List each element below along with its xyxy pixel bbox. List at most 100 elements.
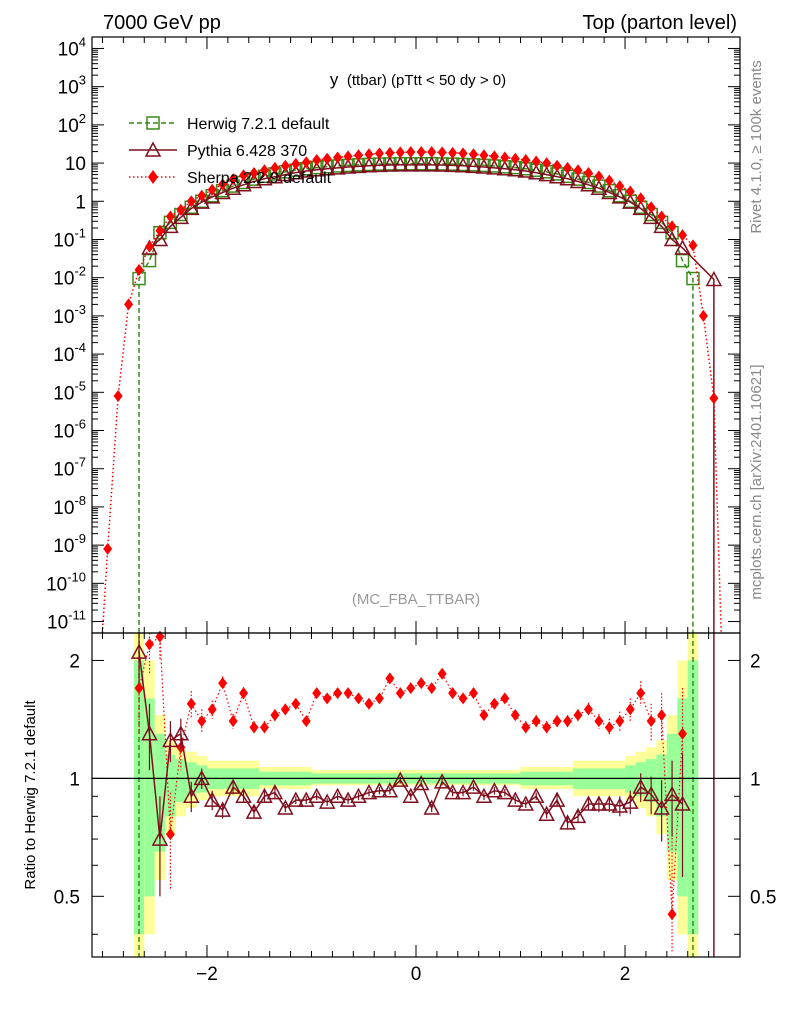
pythia-ratio-marker bbox=[298, 791, 315, 807]
main-ytick-label: 1 bbox=[75, 192, 86, 213]
ratio-band-inner bbox=[144, 698, 155, 897]
sherpa-line bbox=[101, 151, 722, 634]
sherpa-marker bbox=[103, 542, 113, 555]
sherpa-marker bbox=[343, 150, 353, 163]
main-ytick-label: 10-2 bbox=[53, 264, 86, 290]
sherpa-marker bbox=[333, 151, 343, 164]
sherpa-marker bbox=[207, 183, 217, 196]
main-ytick-label: 10 bbox=[65, 154, 86, 175]
pythia-ratio-marker bbox=[674, 795, 691, 811]
main-ytick-base: 10 bbox=[65, 154, 86, 175]
sherpa-marker bbox=[364, 148, 374, 161]
pythia-marker bbox=[371, 156, 388, 173]
sherpa-marker bbox=[542, 157, 552, 170]
pythia-ratio-marker bbox=[308, 787, 325, 804]
pythia-ratio-marker bbox=[151, 830, 169, 846]
main-series-group bbox=[101, 145, 723, 634]
sherpa-marker bbox=[113, 390, 123, 403]
pythia-marker bbox=[423, 156, 440, 172]
sherpa-marker bbox=[354, 149, 364, 162]
main-ytick-exponent: -2 bbox=[74, 264, 86, 279]
main-ytick-exponent: -6 bbox=[74, 417, 86, 432]
sherpa-ratio-marker bbox=[406, 682, 416, 695]
sherpa-marker bbox=[239, 169, 249, 182]
sherpa-marker bbox=[176, 203, 186, 216]
main-title: y (ttbar) (pTtt < 50 dy > 0) bbox=[330, 70, 506, 89]
main-ytick-base: 10 bbox=[53, 307, 74, 328]
pythia-marker bbox=[402, 156, 420, 172]
main-ytick-base: 10 bbox=[53, 460, 74, 481]
pythia-ratio-marker bbox=[130, 643, 148, 659]
sherpa-ratio-marker bbox=[678, 727, 688, 740]
main-ytick-label: 10-11 bbox=[47, 608, 86, 634]
pythia-ratio-marker bbox=[172, 725, 190, 741]
ratio-band-inner bbox=[175, 759, 187, 803]
sherpa-ratio-marker bbox=[270, 709, 280, 722]
sherpa-marker bbox=[604, 174, 614, 187]
sherpa-marker bbox=[552, 159, 562, 172]
sherpa-marker bbox=[521, 154, 531, 167]
main-ytick-label: 10-9 bbox=[53, 531, 86, 557]
legend-pythia-label: Pythia 6.428 370 bbox=[187, 143, 307, 160]
sherpa-marker bbox=[270, 161, 280, 174]
pythia-marker bbox=[392, 156, 409, 172]
pythia-ratio-marker bbox=[444, 783, 461, 800]
main-ytick-label: 102 bbox=[58, 111, 86, 137]
ratio-ytick-label-left: 1 bbox=[69, 769, 80, 790]
pythia-ratio-marker bbox=[465, 778, 482, 794]
sherpa-ratio-marker bbox=[155, 630, 165, 643]
sherpa-marker bbox=[228, 173, 238, 186]
sherpa-marker bbox=[124, 298, 134, 311]
sherpa-ratio-marker bbox=[531, 715, 541, 728]
pythia-marker bbox=[433, 156, 451, 172]
sherpa-ratio-marker bbox=[249, 721, 259, 734]
sherpa-ratio-marker bbox=[343, 687, 353, 700]
pythia-ratio-marker bbox=[653, 799, 670, 815]
sherpa-ratio-marker bbox=[165, 828, 175, 841]
pythia-marker bbox=[318, 160, 336, 176]
sherpa-marker bbox=[573, 164, 583, 177]
sherpa-marker bbox=[291, 157, 301, 170]
sherpa-ratio-marker bbox=[563, 715, 573, 728]
ratio-xtick-label: 0 bbox=[411, 964, 422, 985]
pythia-marker bbox=[559, 170, 576, 186]
sherpa-ratio-marker bbox=[186, 697, 196, 710]
pythia-ratio-marker bbox=[245, 803, 263, 819]
sherpa-marker bbox=[636, 192, 646, 205]
sherpa-marker bbox=[155, 224, 165, 237]
pythia-marker bbox=[329, 159, 346, 175]
sherpa-marker bbox=[406, 145, 416, 158]
main-ytick-exponent: -9 bbox=[74, 531, 86, 546]
sherpa-marker bbox=[165, 210, 175, 223]
main-ytick-base: 10 bbox=[53, 269, 74, 290]
sherpa-marker bbox=[322, 152, 332, 165]
herwig-line bbox=[138, 163, 694, 633]
sherpa-marker bbox=[144, 240, 154, 253]
ratio-ytick-label-left: 0.5 bbox=[54, 887, 80, 908]
mcplots-label: mcplots.cern.ch [arXiv:2401.10621] bbox=[748, 364, 765, 599]
pythia-ratio-marker bbox=[203, 791, 221, 807]
ratio-ytick-label-right: 0.5 bbox=[750, 887, 776, 908]
pythia-marker bbox=[642, 208, 660, 225]
pythia-marker bbox=[653, 217, 670, 234]
sherpa-ratio-marker bbox=[291, 697, 301, 710]
legend-sherpa-marker bbox=[148, 170, 158, 184]
pythia-marker bbox=[454, 157, 472, 173]
pythia-marker bbox=[224, 179, 242, 195]
sherpa-marker bbox=[709, 392, 719, 405]
sherpa-marker bbox=[510, 152, 520, 165]
pythia-ratio-marker bbox=[433, 773, 451, 789]
sherpa-marker bbox=[583, 166, 593, 179]
sherpa-ratio-marker bbox=[604, 721, 614, 734]
sherpa-ratio-marker bbox=[312, 687, 322, 700]
ratio-ytick-label-right: 2 bbox=[750, 651, 761, 672]
pythia-marker bbox=[507, 161, 524, 177]
main-ytick-label: 10-10 bbox=[46, 569, 86, 595]
pythia-ratio-marker bbox=[224, 778, 242, 794]
pythia-marker bbox=[381, 156, 399, 172]
legend-herwig-marker bbox=[146, 116, 160, 130]
pythia-marker bbox=[517, 162, 534, 178]
legend-entry-pythia: Pythia 6.428 370 bbox=[129, 141, 307, 160]
pythia-marker bbox=[203, 188, 221, 204]
pythia-ratio-marker bbox=[527, 787, 545, 804]
